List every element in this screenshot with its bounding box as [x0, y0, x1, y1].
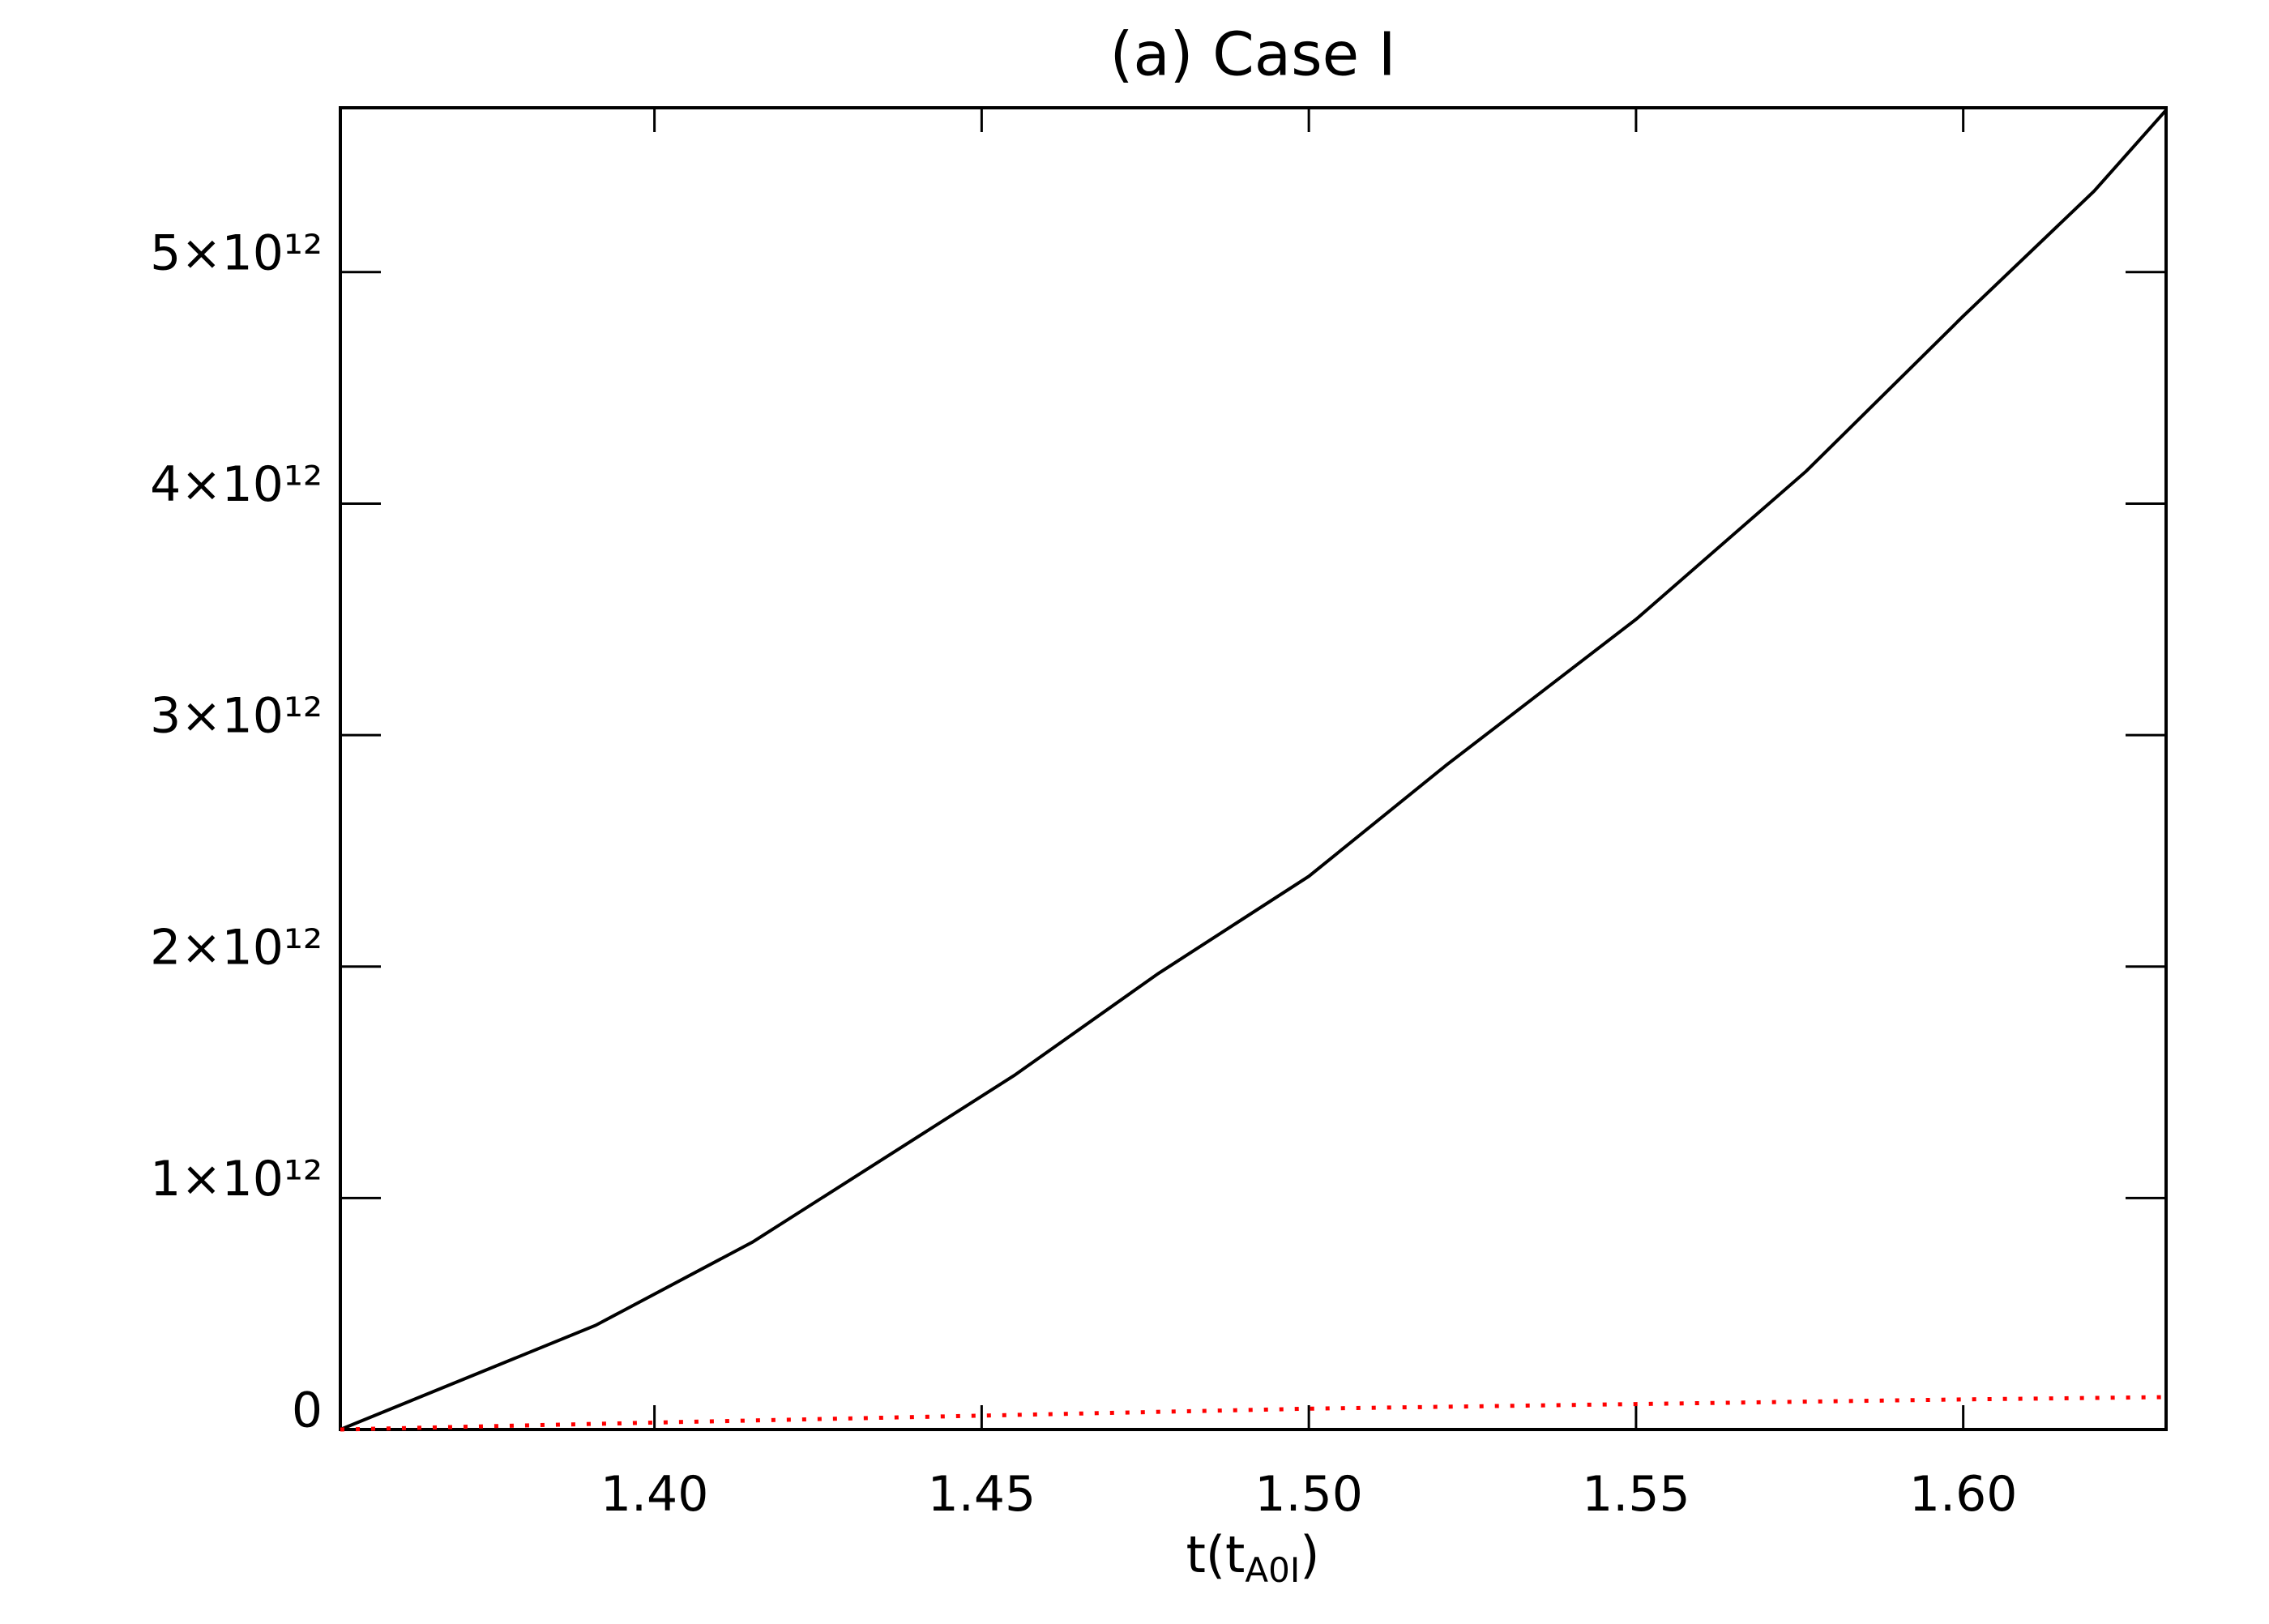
- x-tick-label: 1.60: [1909, 1466, 2018, 1523]
- y-tick-label: 4×10¹²: [150, 456, 323, 513]
- y-tick-label: 5×10¹²: [150, 224, 323, 281]
- x-label-main: t(t: [1186, 1525, 1246, 1584]
- x-axis-label: t(tA0I): [1186, 1525, 1320, 1590]
- x-tick-label: 1.55: [1582, 1466, 1690, 1523]
- x-tick-label: 1.50: [1254, 1466, 1363, 1523]
- x-tick-label: 1.45: [928, 1466, 1036, 1523]
- plot-frame: [339, 106, 2168, 1431]
- y-tick-label: 2×10¹²: [150, 919, 323, 976]
- chart-title: (a) Case I: [1109, 20, 1395, 90]
- y-tick-label: 3×10¹²: [150, 688, 323, 745]
- x-label-close: ): [1300, 1525, 1319, 1584]
- x-tick-label: 1.40: [600, 1466, 709, 1523]
- y-tick-label: 1×10¹²: [150, 1151, 323, 1207]
- y-tick-label: 0: [292, 1383, 323, 1439]
- data-line: [340, 1395, 2167, 1432]
- x-label-sub: A0I: [1245, 1550, 1300, 1590]
- data-line: [340, 109, 2168, 1431]
